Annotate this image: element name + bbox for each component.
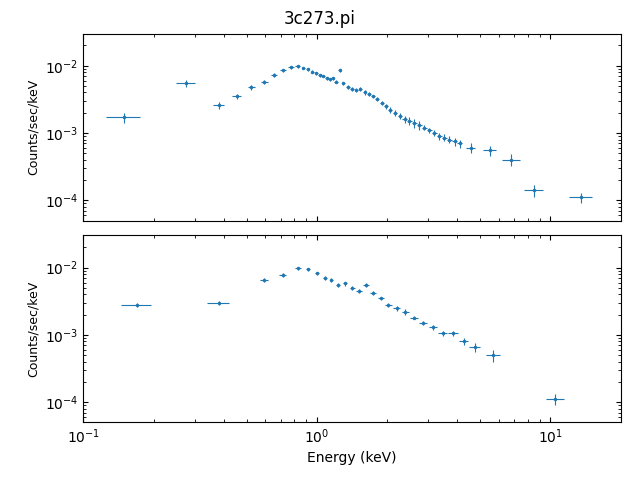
Y-axis label: Counts/sec/keV: Counts/sec/keV: [26, 281, 39, 377]
X-axis label: Energy (keV): Energy (keV): [307, 451, 397, 466]
Y-axis label: Counts/sec/keV: Counts/sec/keV: [26, 79, 39, 175]
Text: 3c273.pi: 3c273.pi: [284, 10, 356, 28]
